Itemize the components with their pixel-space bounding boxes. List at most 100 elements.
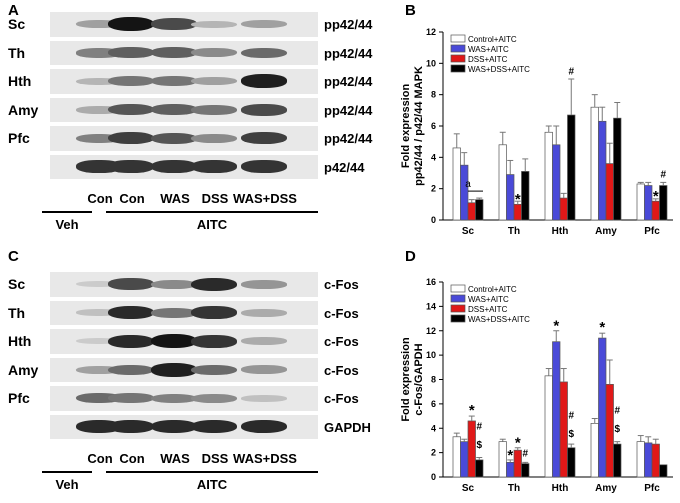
blot-band <box>76 365 122 374</box>
bar-chart-b: 0 2 4 6 8 10 12 Fold expression pp42/44 / p42/44… <box>400 27 673 237</box>
blot-band <box>108 364 154 375</box>
x-tick-label: Hth <box>552 226 569 237</box>
y-tick-label: 14 <box>426 301 436 311</box>
bar <box>521 463 530 478</box>
y-tick-label: 10 <box>426 350 436 360</box>
protein-label: pp42/44 <box>324 102 373 118</box>
legend-label: DSS+AITC <box>468 305 508 314</box>
bar <box>651 443 660 478</box>
blot-strip <box>50 414 318 439</box>
blot-band <box>241 365 287 375</box>
tissue-label: Amy <box>8 101 39 118</box>
protein-label: GAPDH <box>324 419 371 435</box>
bar <box>605 384 614 478</box>
bar <box>498 441 507 478</box>
x-tick-label: Sc <box>462 226 475 237</box>
legend-label: WAS+AITC <box>468 45 509 54</box>
lane-label: DSS <box>201 451 229 466</box>
bar <box>613 117 622 221</box>
tissue-label: Hth <box>8 333 32 349</box>
blot-strip <box>50 357 318 382</box>
y-tick-label: 0 <box>431 472 436 482</box>
x-tick-label: Th <box>508 226 520 237</box>
blot-strip <box>50 69 318 94</box>
lane-label: Con <box>119 451 145 466</box>
y-axis-label: Fold expression <box>400 337 412 422</box>
legend-label: WAS+DSS+AITC <box>468 65 530 74</box>
bar <box>544 375 553 478</box>
y-tick-label: 0 <box>431 215 436 225</box>
blot-band <box>191 277 237 291</box>
blot-band <box>108 420 154 434</box>
blot-band <box>151 76 197 87</box>
y-tick-label: 6 <box>431 121 436 131</box>
legend-label: DSS+AITC <box>468 55 508 64</box>
x-tick-label: Pfc <box>644 226 660 237</box>
blot-band <box>108 278 154 291</box>
bar <box>460 164 469 221</box>
blot-band <box>241 20 287 29</box>
veh-group-label: Veh <box>55 217 79 232</box>
significance-mark: # <box>522 448 528 459</box>
blot-band <box>76 281 122 288</box>
significance-mark: * <box>599 319 605 336</box>
y-axis-label: pp42/44 / p42/44 MAPK <box>413 66 425 186</box>
significance-mark: # <box>568 411 574 422</box>
blot-strip <box>50 126 318 151</box>
blot-band <box>191 420 237 434</box>
bar <box>598 120 607 221</box>
blot-band <box>76 77 122 85</box>
bar <box>590 423 599 478</box>
blot-band <box>241 308 287 317</box>
blot-band <box>151 362 197 377</box>
bar <box>613 443 622 478</box>
significance-mark: * <box>515 435 521 452</box>
blot-band <box>151 132 197 144</box>
legend-swatch <box>450 44 466 53</box>
x-tick-label: Hth <box>552 483 569 494</box>
tissue-label: Pfc <box>8 130 30 146</box>
tissue-label: Th <box>8 304 26 321</box>
significance-mark: a <box>465 179 471 190</box>
blot-band <box>241 420 287 434</box>
legend-label: Control+AITC <box>468 35 517 44</box>
bar <box>467 202 476 221</box>
tissue-label: Hth <box>8 73 32 89</box>
lane-label: WAS+DSS <box>233 191 297 206</box>
blot-band <box>151 279 197 289</box>
panel-label-b: B <box>405 2 416 19</box>
blot-strip <box>50 272 318 297</box>
blot-strip <box>50 154 318 179</box>
bar <box>644 442 653 478</box>
y-tick-label: 16 <box>426 277 436 287</box>
bar <box>506 174 515 221</box>
blot-band <box>76 105 122 114</box>
tissue-label: Pfc <box>8 390 30 406</box>
y-tick-label: 8 <box>431 90 436 100</box>
legend-swatch <box>450 294 466 303</box>
bar <box>452 436 461 478</box>
blot-band <box>108 104 154 116</box>
blot-band <box>191 393 237 403</box>
bar <box>506 462 515 478</box>
lane-label: WAS <box>160 451 190 466</box>
bar <box>636 183 645 221</box>
aitc-group-rule <box>106 211 318 213</box>
blot-band <box>108 17 154 32</box>
bar <box>513 449 522 478</box>
blot-band <box>191 48 237 58</box>
significance-mark: $ <box>614 424 620 435</box>
lane-label: DSS <box>201 191 229 206</box>
y-axis-label: Fold expression <box>400 84 412 169</box>
panel-label-c: C <box>8 248 19 265</box>
bar <box>467 420 476 478</box>
protein-label: pp42/44 <box>324 45 373 61</box>
lane-label: Con <box>87 451 113 466</box>
bar <box>659 185 668 221</box>
blot-band <box>76 309 122 317</box>
x-tick-label: Amy <box>595 483 617 494</box>
significance-mark: # <box>476 421 482 432</box>
bar <box>636 441 645 478</box>
blot-band <box>151 47 197 59</box>
legend-swatch <box>450 34 466 43</box>
